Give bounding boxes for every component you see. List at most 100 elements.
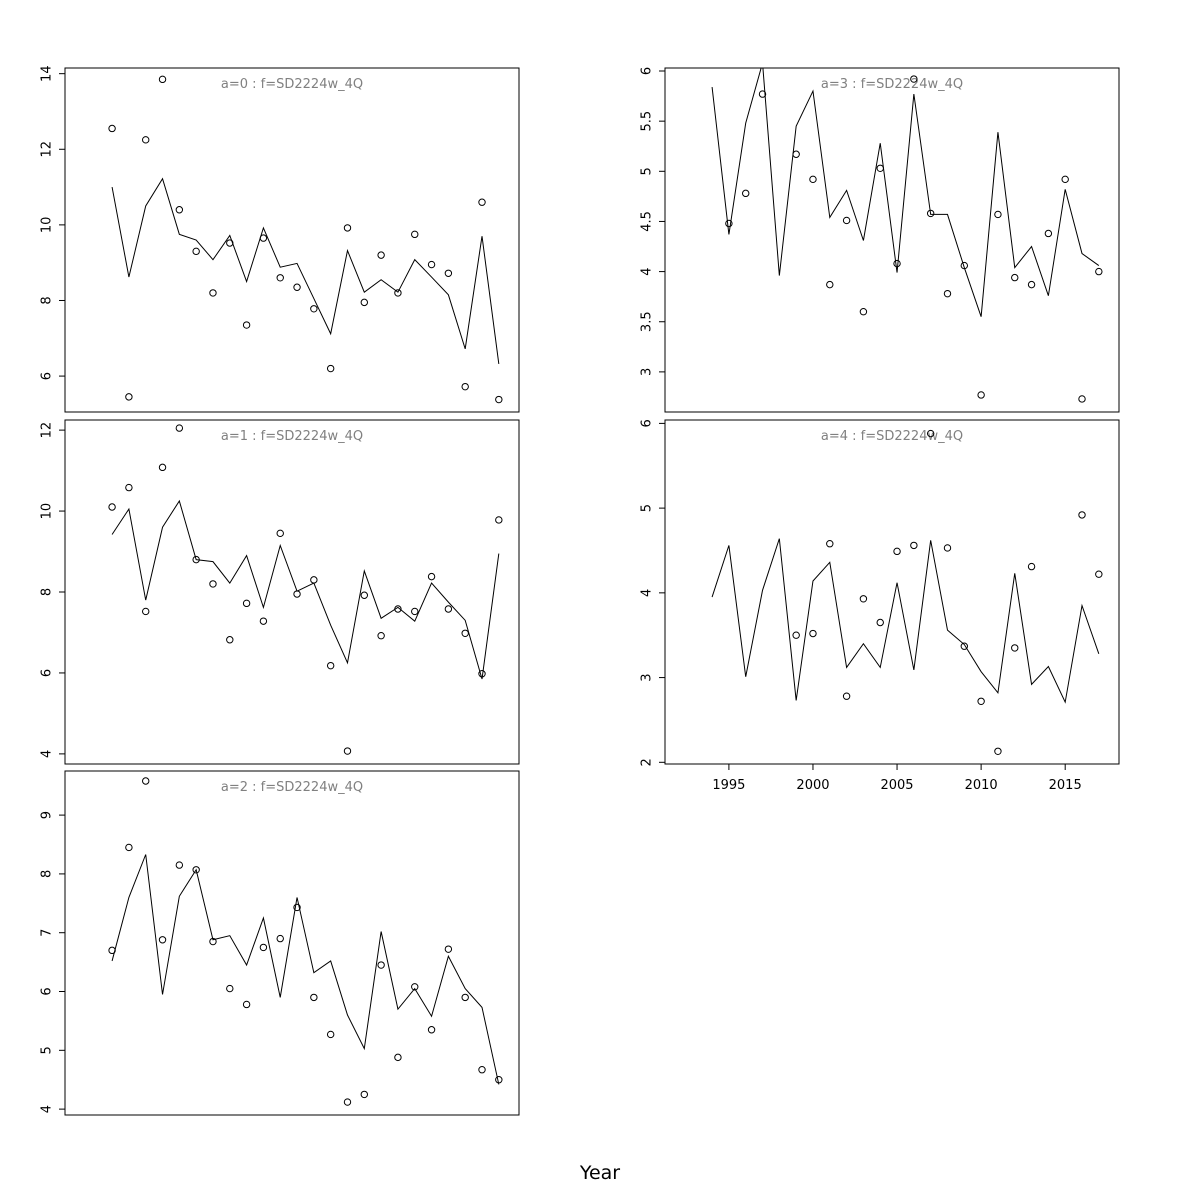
data-point bbox=[859, 308, 868, 316]
y-tick-label: 3.5 bbox=[640, 311, 655, 332]
data-point bbox=[1027, 280, 1036, 289]
panel-title: a=0 : f=SD2224w_4Q bbox=[221, 77, 363, 92]
data-point bbox=[377, 251, 385, 259]
y-tick-label: 3 bbox=[640, 673, 655, 681]
data-point bbox=[142, 777, 150, 785]
data-point bbox=[125, 843, 133, 852]
data-point bbox=[209, 289, 217, 297]
y-tick-label: 9 bbox=[40, 811, 55, 819]
data-point bbox=[444, 945, 453, 953]
y-tick-label: 4.5 bbox=[640, 211, 655, 232]
data-point bbox=[926, 209, 935, 218]
x-tick-label: 2015 bbox=[1049, 778, 1082, 793]
panel-0: a=0 : f=SD2224w_4Q 6 8 10 12 14 bbox=[40, 65, 520, 413]
data-point bbox=[478, 1066, 486, 1074]
data-point bbox=[792, 631, 800, 639]
data-point bbox=[175, 424, 184, 432]
y-tick-label: 3 bbox=[640, 368, 655, 376]
data-point bbox=[994, 747, 1002, 755]
data-point bbox=[310, 993, 318, 1002]
y-tick-label: 7 bbox=[40, 929, 55, 937]
data-point bbox=[276, 529, 284, 538]
data-point bbox=[826, 280, 834, 289]
data-point bbox=[926, 429, 935, 438]
data-point bbox=[259, 617, 268, 625]
data-point bbox=[910, 541, 918, 550]
y-tick-label: 6 bbox=[640, 67, 655, 75]
data-point bbox=[859, 595, 868, 603]
data-point bbox=[893, 547, 901, 556]
data-point bbox=[1011, 644, 1019, 652]
panel-2: a=2 : f=SD2224w_4Q 4 5 6 7 8 9 bbox=[40, 770, 520, 1116]
data-point bbox=[461, 382, 469, 391]
data-point bbox=[343, 747, 352, 755]
data-point bbox=[411, 983, 419, 991]
y-tick-label: 6 bbox=[40, 372, 55, 380]
data-point bbox=[427, 572, 436, 581]
y-tick-label: 6 bbox=[40, 669, 55, 677]
data-point bbox=[377, 632, 385, 640]
data-point bbox=[1044, 229, 1053, 238]
data-point bbox=[495, 395, 503, 404]
panels: a=0 : f=SD2224w_4Q 6 8 10 12 14 a=1 : f=SD2224… bbox=[40, 65, 1120, 1116]
data-point bbox=[394, 1053, 402, 1062]
data-point bbox=[377, 961, 385, 969]
y-tick-label: 4 bbox=[640, 589, 655, 597]
data-point bbox=[758, 90, 767, 98]
data-point bbox=[158, 463, 167, 472]
y-tick-label: 8 bbox=[40, 870, 55, 878]
y-tick-label: 5 bbox=[40, 1046, 55, 1054]
data-point bbox=[360, 1090, 368, 1099]
data-point bbox=[1095, 570, 1103, 578]
data-point bbox=[427, 1026, 436, 1034]
x-tick-label: 1995 bbox=[712, 778, 745, 793]
data-point bbox=[343, 1098, 352, 1106]
data-point bbox=[142, 136, 150, 144]
y-tick-label: 6 bbox=[640, 419, 655, 427]
data-point bbox=[994, 210, 1002, 219]
data-point bbox=[293, 283, 301, 291]
data-point bbox=[326, 661, 335, 670]
y-tick-label: 5 bbox=[640, 167, 655, 175]
data-point bbox=[977, 391, 985, 399]
plot-frame bbox=[664, 419, 1120, 765]
data-point bbox=[343, 224, 352, 232]
data-point bbox=[826, 540, 834, 548]
data-point bbox=[943, 289, 952, 298]
data-point bbox=[893, 259, 901, 268]
data-point bbox=[158, 936, 167, 944]
data-point bbox=[242, 321, 251, 329]
data-point bbox=[192, 247, 200, 256]
series-line bbox=[111, 499, 500, 680]
data-point bbox=[242, 599, 251, 608]
y-tick-label: 5.5 bbox=[640, 111, 655, 132]
panel-1: a=1 : f=SD2224w_4Q 4 6 8 10 12 bbox=[40, 419, 520, 765]
data-point bbox=[293, 903, 301, 912]
plot-frame bbox=[64, 770, 520, 1116]
data-point bbox=[1095, 267, 1103, 276]
plot-frame bbox=[64, 67, 520, 413]
y-tick-label: 4 bbox=[40, 750, 55, 758]
panel-4: a=4 : f=SD2224w_4Q 2 3 4 5 6 1995 2000 2005 2010 2… bbox=[640, 419, 1120, 793]
plot-frame bbox=[664, 67, 1120, 413]
data-point bbox=[175, 861, 184, 869]
x-tick-label: 2005 bbox=[880, 778, 913, 793]
data-point bbox=[842, 692, 851, 700]
data-point bbox=[326, 1030, 335, 1039]
y-tick-label: 10 bbox=[40, 503, 55, 520]
series-line bbox=[111, 177, 500, 365]
data-point bbox=[226, 984, 234, 993]
data-point bbox=[226, 636, 234, 644]
y-tick-label: 5 bbox=[640, 504, 655, 512]
data-point bbox=[444, 269, 453, 277]
data-point bbox=[326, 364, 335, 373]
data-point bbox=[1027, 562, 1036, 571]
data-point bbox=[276, 274, 284, 282]
data-point bbox=[1011, 273, 1019, 282]
data-point bbox=[725, 219, 733, 228]
data-point bbox=[742, 189, 750, 198]
data-point bbox=[158, 75, 167, 84]
panel-title: a=3 : f=SD2224w_4Q bbox=[821, 77, 963, 92]
y-tick-label: 4 bbox=[640, 267, 655, 275]
